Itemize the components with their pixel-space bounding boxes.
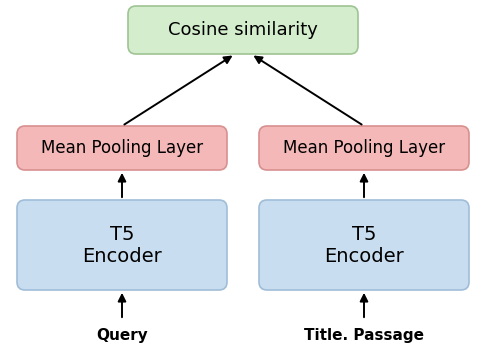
Text: T5
Encoder: T5 Encoder — [82, 224, 162, 266]
FancyBboxPatch shape — [17, 126, 227, 170]
FancyBboxPatch shape — [259, 126, 469, 170]
Text: T5
Encoder: T5 Encoder — [324, 224, 404, 266]
FancyBboxPatch shape — [259, 200, 469, 290]
Text: Mean Pooling Layer: Mean Pooling Layer — [41, 139, 203, 157]
Text: Query: Query — [96, 328, 148, 343]
FancyBboxPatch shape — [128, 6, 358, 54]
Text: Title. Passage: Title. Passage — [304, 328, 424, 343]
Text: Cosine similarity: Cosine similarity — [168, 21, 318, 39]
Text: Mean Pooling Layer: Mean Pooling Layer — [283, 139, 445, 157]
FancyBboxPatch shape — [17, 200, 227, 290]
